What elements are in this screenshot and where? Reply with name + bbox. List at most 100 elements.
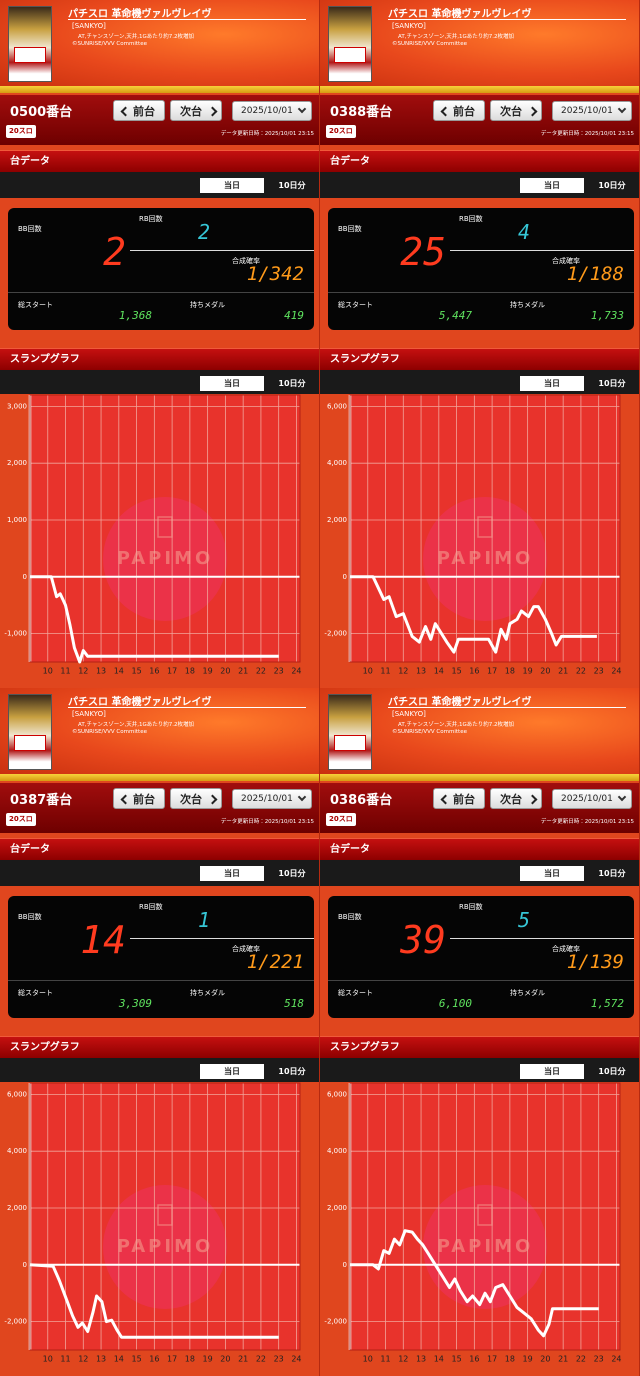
x-tick-label: 17 [167, 667, 177, 676]
plot-background [30, 395, 300, 662]
rate-badge: 20スロ [6, 125, 36, 138]
date-select[interactable]: 2025/10/01 [552, 789, 632, 809]
update-time: データ更新日時：2025/10/01 23:15 [540, 819, 634, 825]
total-start: 3,309 [118, 997, 152, 1010]
y-tick-label: 3,000 [7, 402, 27, 410]
x-tick-label: 17 [487, 1355, 497, 1364]
data-box: BB回数 39 RB回数 5 合成確率 1/139 総スタート 6,100 持ちメダル 1,572 [328, 896, 634, 1018]
x-tick-label: 16 [149, 1355, 159, 1364]
x-tick-label: 14 [114, 667, 124, 676]
machine-image-window [14, 735, 46, 751]
medal-label: 持ちメダル [510, 989, 545, 997]
header-stripe [0, 774, 319, 781]
next-button[interactable]: 次台 [170, 100, 222, 121]
machine-panel: パチスロ 革命機ヴァルヴレイヴ [SANKYO] AT,チャンスゾーン,天井,1Gあ… [0, 688, 320, 1376]
medal-label: 持ちメダル [510, 301, 545, 309]
machine-number: 0388番台 [330, 105, 393, 120]
x-tick-label: 16 [469, 1355, 479, 1364]
machine-copyright: ©SUNRISE/VVV Committee [72, 729, 147, 735]
chevron-icon [120, 106, 131, 117]
rb-rule [130, 250, 314, 251]
data-tabs: 当日 10日分 [0, 860, 319, 886]
tab-today[interactable]: 当日 [200, 866, 264, 881]
x-tick-label: 11 [380, 1355, 390, 1364]
x-tick-label: 11 [60, 667, 70, 676]
rb-label: RB回数 [139, 215, 163, 223]
data-section-header: 台データ [320, 150, 639, 172]
date-select[interactable]: 2025/10/01 [552, 101, 632, 121]
start-label: 総スタート [18, 301, 53, 309]
prob-label: 合成確率 [232, 257, 260, 265]
tab-10days[interactable]: 10日分 [598, 1067, 626, 1076]
machine-number: 0386番台 [330, 793, 393, 808]
prev-button[interactable]: 前台 [433, 100, 485, 121]
watermark: PAPIMO [437, 1236, 534, 1257]
bb-label: BB回数 [18, 225, 42, 233]
data-box: BB回数 14 RB回数 1 合成確率 1/221 総スタート 3,309 持ちメダル 518 [8, 896, 314, 1018]
plot-border [29, 1082, 301, 1351]
machine-image [328, 6, 372, 82]
bb-count: 14 [80, 918, 126, 962]
machine-title: パチスロ 革命機ヴァルヴレイヴ [68, 697, 212, 708]
x-tick-label: 24 [291, 667, 301, 676]
x-tick-label: 13 [416, 667, 426, 676]
title-rule [68, 707, 306, 708]
tab-today[interactable]: 当日 [200, 376, 264, 391]
machine-image [8, 6, 52, 82]
x-tick-label: 10 [43, 667, 53, 676]
x-tick-label: 19 [203, 1355, 213, 1364]
watermark-circle [103, 497, 227, 621]
combined-probability: 1/221 [246, 951, 304, 973]
tab-10days[interactable]: 10日分 [278, 181, 306, 190]
tab-today[interactable]: 当日 [520, 376, 584, 391]
update-time: データ更新日時：2025/10/01 23:15 [220, 131, 314, 137]
machine-title: パチスロ 革命機ヴァルヴレイヴ [68, 9, 212, 20]
date-select[interactable]: 2025/10/01 [232, 101, 312, 121]
machine-spec: AT,チャンスゾーン,天井,1Gあたり約7.2枚増加 [78, 34, 195, 40]
x-tick-label: 17 [487, 667, 497, 676]
tab-10days[interactable]: 10日分 [278, 379, 306, 388]
prob-label: 合成確率 [552, 945, 580, 953]
select-arrow [617, 104, 627, 114]
tab-today[interactable]: 当日 [520, 178, 584, 193]
chevron-icon [207, 106, 218, 117]
tab-today[interactable]: 当日 [520, 1064, 584, 1079]
next-button[interactable]: 次台 [490, 100, 542, 121]
tab-10days[interactable]: 10日分 [278, 869, 306, 878]
bb-count: 25 [400, 230, 446, 274]
machine-spec: AT,チャンスゾーン,天井,1Gあたり約7.2枚増加 [398, 722, 515, 728]
tab-10days[interactable]: 10日分 [598, 379, 626, 388]
data-rule [8, 292, 314, 293]
start-label: 総スタート [338, 989, 373, 997]
next-button[interactable]: 次台 [490, 788, 542, 809]
tab-today[interactable]: 当日 [200, 178, 264, 193]
watermark: PAPIMO [117, 1236, 214, 1257]
prev-button[interactable]: 前台 [113, 788, 165, 809]
x-tick-label: 13 [416, 1355, 426, 1364]
tab-10days[interactable]: 10日分 [598, 869, 626, 878]
medal-label: 持ちメダル [190, 989, 225, 997]
prev-button[interactable]: 前台 [113, 100, 165, 121]
x-tick-label: 20 [220, 667, 230, 676]
rb-count: 2 [198, 220, 211, 244]
bb-count: 2 [103, 230, 126, 274]
x-tick-label: 15 [131, 667, 141, 676]
x-tick-label: 23 [274, 667, 284, 676]
machine-maker: [SANKYO] [72, 710, 106, 718]
machine-panel: パチスロ 革命機ヴァルヴレイヴ [SANKYO] AT,チャンスゾーン,天井,1Gあ… [320, 0, 640, 688]
x-tick-label: 10 [363, 667, 373, 676]
tab-10days[interactable]: 10日分 [278, 1067, 306, 1076]
tab-10days[interactable]: 10日分 [598, 181, 626, 190]
bb-label: BB回数 [18, 913, 42, 921]
tab-today[interactable]: 当日 [200, 1064, 264, 1079]
watermark: PAPIMO [117, 548, 214, 569]
x-tick-label: 21 [558, 1355, 568, 1364]
prev-button[interactable]: 前台 [433, 788, 485, 809]
data-box: BB回数 2 RB回数 2 合成確率 1/342 総スタート 1,368 持ちメダル 419 [8, 208, 314, 330]
y-tick-label: 0 [23, 1261, 27, 1269]
select-arrow [297, 792, 307, 802]
tab-today[interactable]: 当日 [520, 866, 584, 881]
machine-image-window [334, 47, 366, 63]
next-button[interactable]: 次台 [170, 788, 222, 809]
date-select[interactable]: 2025/10/01 [232, 789, 312, 809]
